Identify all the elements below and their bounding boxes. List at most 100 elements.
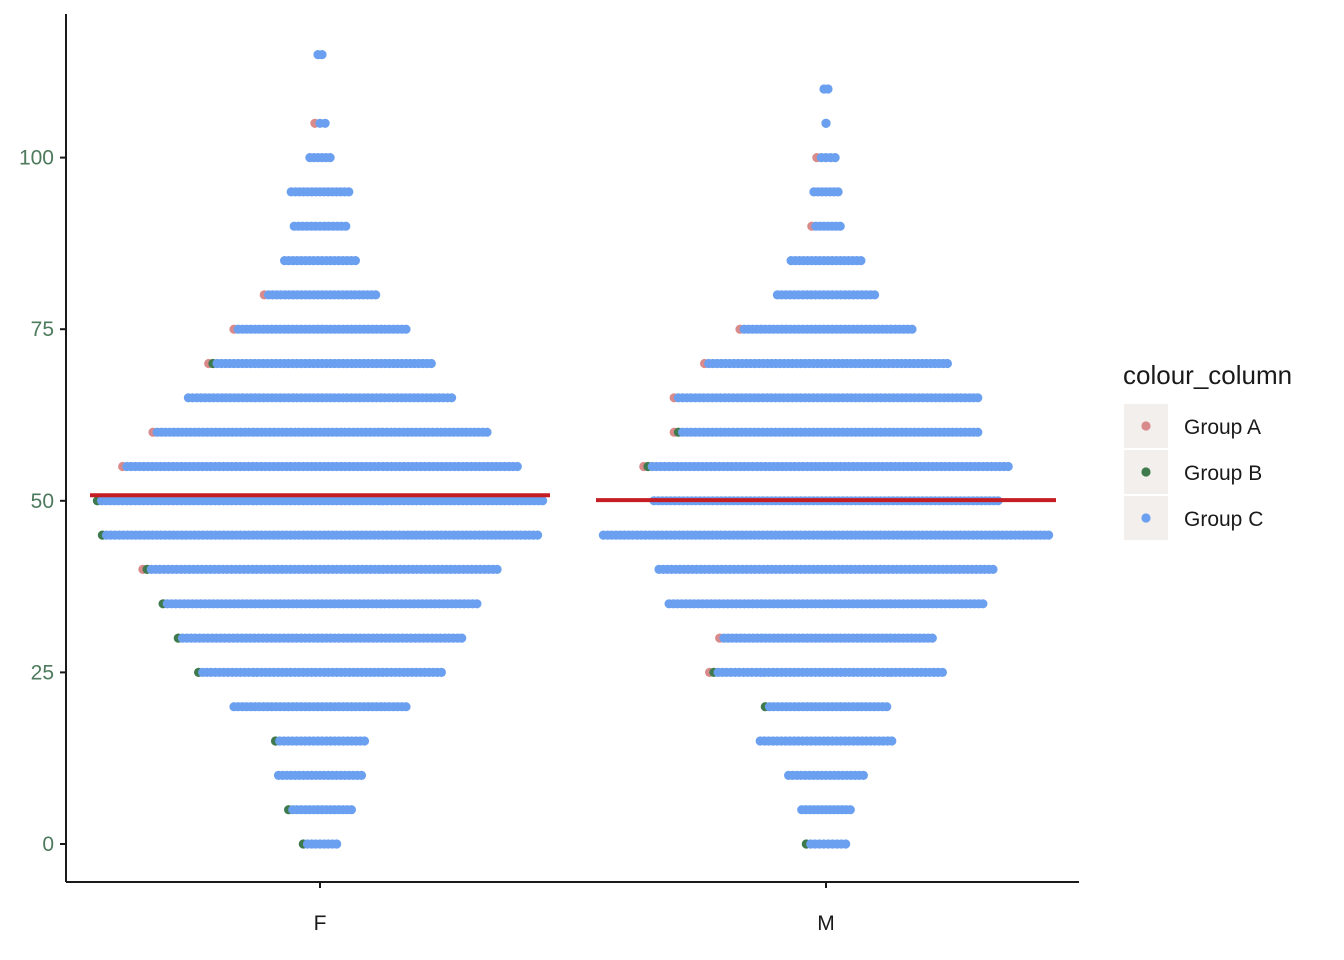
dot-row-F-25 (194, 667, 446, 678)
dot-point (332, 839, 342, 849)
dot-point (973, 393, 983, 403)
dot-row-F-60 (148, 427, 492, 437)
dot-point (447, 393, 457, 403)
dot-point (325, 153, 335, 163)
y-tick-label: 0 (42, 833, 54, 856)
dot-row-F-90 (289, 221, 351, 231)
dot-point (350, 256, 360, 266)
dot-row-M-110 (819, 84, 833, 94)
dot-row-M-20 (760, 702, 892, 712)
dot-point (317, 50, 327, 60)
x-tick-label: F (314, 912, 327, 935)
dot-row-F-0 (298, 839, 342, 849)
dot-row-F-50 (92, 496, 548, 506)
dot-point (482, 427, 492, 437)
dot-row-F-10 (273, 770, 367, 781)
dot-point (533, 530, 543, 540)
y-tick-label: 75 (31, 318, 54, 341)
dot-point (1044, 530, 1054, 540)
dot-point (942, 358, 953, 369)
axes (65, 14, 1079, 883)
dot-point (856, 256, 866, 266)
dot-point (988, 564, 998, 575)
dot-point (973, 427, 983, 437)
legend-entry: Group A (1124, 404, 1261, 448)
dot-point (887, 736, 897, 746)
dot-point (841, 839, 851, 849)
dot-row-F-65 (183, 393, 457, 403)
legend-key-dot (1141, 421, 1151, 431)
dot-point (821, 118, 831, 128)
dot-row-F-5 (284, 805, 356, 815)
dot-row-M-100 (812, 153, 840, 163)
legend-key-dot (1141, 467, 1151, 477)
dot-row-M-15 (755, 736, 897, 746)
dot-row-F-15 (270, 736, 370, 746)
dot-row-M-30 (715, 633, 937, 643)
dot-point (858, 770, 869, 781)
legend-entry: Group B (1124, 450, 1262, 494)
dot-point (512, 461, 522, 472)
dot-point (538, 496, 548, 506)
dot-row-M-60 (669, 427, 983, 437)
dot-row-M-40 (654, 564, 998, 575)
dot-point (371, 290, 381, 300)
dot-point (1003, 461, 1013, 472)
dot-row-M-105 (821, 118, 831, 128)
dot-row-F-115 (313, 50, 327, 60)
dot-row-F-75 (229, 324, 411, 334)
dot-point (492, 564, 502, 575)
dot-point (830, 153, 840, 163)
dot-row-F-100 (305, 153, 335, 163)
dot-row-M-5 (797, 805, 855, 815)
dot-point (457, 633, 467, 643)
dot-point (845, 805, 855, 815)
plot-area (90, 50, 1056, 849)
legend-label: Group A (1184, 416, 1261, 439)
dot-row-M-90 (807, 221, 845, 231)
dot-point (978, 599, 988, 609)
legend-label: Group C (1184, 508, 1263, 531)
dot-row-F-40 (138, 564, 502, 575)
dot-point (401, 324, 411, 334)
dot-row-M-25 (705, 667, 948, 678)
dot-row-F-45 (97, 530, 543, 540)
dot-row-F-55 (118, 461, 522, 472)
legend: colour_column Group A Group B Group C (1123, 360, 1292, 540)
dot-row-F-35 (158, 599, 482, 609)
dot-point (835, 221, 845, 231)
dot-row-M-55 (639, 461, 1013, 472)
y-tick-label: 100 (19, 147, 54, 170)
dot-row-F-95 (286, 187, 354, 197)
dot-point (401, 702, 411, 712)
dot-row-M-70 (700, 358, 953, 369)
dot-point (426, 358, 436, 369)
dot-row-F-70 (204, 358, 436, 369)
dot-row-F-30 (173, 633, 467, 643)
legend-title: colour_column (1123, 360, 1292, 390)
dot-row-M-45 (598, 530, 1054, 540)
y-tick-label: 25 (31, 661, 54, 684)
dot-point (359, 736, 370, 746)
y-axis-ticks: 0 25 50 75 100 (19, 147, 66, 856)
dot-row-M-95 (809, 187, 843, 197)
dot-point (937, 667, 948, 678)
dot-point (472, 599, 482, 609)
y-tick-label: 50 (31, 490, 54, 513)
dot-point (356, 770, 367, 781)
dot-row-M-65 (669, 393, 983, 403)
dot-row-M-0 (801, 839, 851, 849)
dot-row-F-80 (259, 290, 381, 300)
dot-point (833, 187, 843, 197)
dot-point (927, 633, 937, 643)
dot-point (341, 221, 351, 231)
dot-point (436, 667, 446, 678)
dot-point (346, 805, 356, 815)
dot-row-F-105 (310, 118, 330, 128)
dot-row-M-85 (786, 256, 866, 266)
dot-row-M-75 (735, 324, 917, 334)
x-tick-label: M (817, 912, 835, 935)
legend-entry: Group C (1124, 496, 1263, 540)
dot-row-F-85 (280, 256, 360, 266)
